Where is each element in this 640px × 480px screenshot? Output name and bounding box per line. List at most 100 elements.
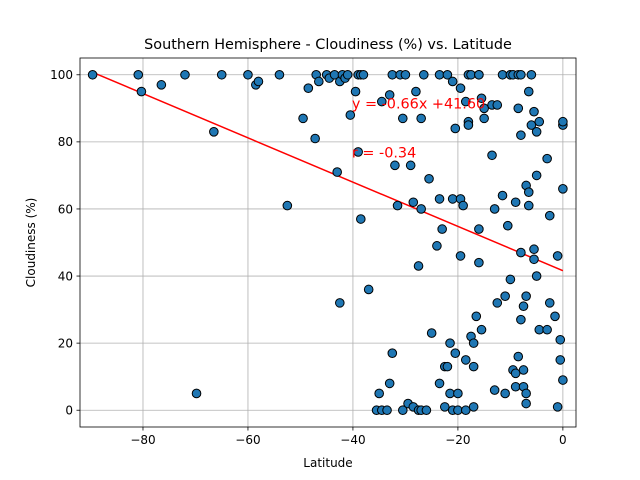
data-point <box>474 69 484 80</box>
data-point <box>216 69 227 80</box>
data-point <box>552 402 563 412</box>
data-point <box>397 405 408 416</box>
data-point <box>526 120 537 130</box>
data-point <box>437 224 447 234</box>
data-point <box>497 190 508 201</box>
data-point <box>531 170 542 181</box>
data-point <box>387 69 398 80</box>
data-point <box>350 86 361 97</box>
data-point <box>434 194 445 204</box>
data-point <box>382 405 392 416</box>
data-point <box>555 334 566 345</box>
data-point <box>282 200 293 211</box>
data-point <box>523 86 534 97</box>
data-point <box>523 187 534 197</box>
data-point <box>513 351 524 362</box>
data-point <box>487 150 497 161</box>
data-point <box>345 110 356 120</box>
data-point <box>492 100 503 110</box>
data-point <box>516 314 526 325</box>
data-point <box>500 388 510 399</box>
data-point <box>447 194 458 204</box>
data-point <box>156 80 167 90</box>
data-point <box>534 324 545 335</box>
data-point <box>474 257 484 268</box>
data-point <box>460 355 471 365</box>
data-point <box>529 106 539 117</box>
data-point <box>356 214 366 224</box>
data-point <box>303 83 314 93</box>
data-point <box>455 251 466 261</box>
data-point <box>384 378 395 389</box>
data-point <box>136 86 147 97</box>
y-tick-label: 80 <box>58 135 73 149</box>
data-point <box>468 402 479 412</box>
data-point <box>455 83 466 93</box>
data-point <box>253 76 264 87</box>
data-point <box>550 311 560 322</box>
data-point <box>387 348 398 359</box>
annotations: y = -0.66x +41.60 r = -0.34 <box>352 96 485 161</box>
data-point <box>434 69 445 80</box>
data-point <box>513 103 524 114</box>
x-tick-label: −40 <box>340 433 365 447</box>
data-point <box>492 298 503 308</box>
data-point <box>521 398 531 409</box>
data-point <box>209 127 219 137</box>
data-point <box>555 355 566 365</box>
data-point <box>476 93 487 104</box>
data-point <box>516 130 526 140</box>
data-point <box>526 69 537 80</box>
x-axis-label: Latitude <box>303 456 352 470</box>
data-point <box>363 284 374 295</box>
data-point <box>516 247 526 258</box>
data-point <box>397 113 408 124</box>
data-point <box>453 405 463 416</box>
data-point <box>450 123 461 134</box>
data-point <box>416 204 426 214</box>
data-point <box>479 103 489 114</box>
regression-line <box>92 71 564 272</box>
data-point <box>390 160 400 171</box>
data-point <box>400 69 411 80</box>
y-tick-label: 100 <box>50 68 73 82</box>
data-point <box>552 251 563 261</box>
data-point <box>447 76 458 87</box>
x-tick-label: 0 <box>559 433 567 447</box>
data-point <box>534 116 545 127</box>
data-point <box>476 324 487 335</box>
data-point <box>243 69 253 80</box>
data-point <box>408 197 419 208</box>
y-axis-label: Cloudiness (%) <box>24 198 38 288</box>
data-point <box>471 311 482 322</box>
y-tick-label: 20 <box>58 336 73 350</box>
data-point <box>445 338 455 348</box>
data-point <box>460 96 471 107</box>
data-point <box>542 324 552 335</box>
data-point <box>374 388 384 399</box>
data-point <box>468 361 479 372</box>
data-point <box>411 86 421 97</box>
data-point <box>439 402 450 412</box>
data-point <box>421 405 432 416</box>
data-point <box>510 368 521 379</box>
data-point <box>353 147 363 157</box>
data-point <box>392 200 403 211</box>
data-point <box>298 113 308 124</box>
data-point <box>418 69 429 80</box>
y-tick-label: 60 <box>58 202 73 216</box>
data-point <box>466 69 476 80</box>
data-point <box>510 381 521 392</box>
data-point <box>405 160 416 171</box>
data-point <box>531 271 542 281</box>
data-point <box>500 291 510 301</box>
data-point <box>384 90 395 100</box>
data-point <box>460 405 471 416</box>
data-point <box>529 254 539 265</box>
data-point <box>529 244 539 255</box>
data-point <box>463 120 474 130</box>
data-point <box>432 241 442 251</box>
regression-layer <box>92 71 564 272</box>
data-point <box>521 388 531 399</box>
